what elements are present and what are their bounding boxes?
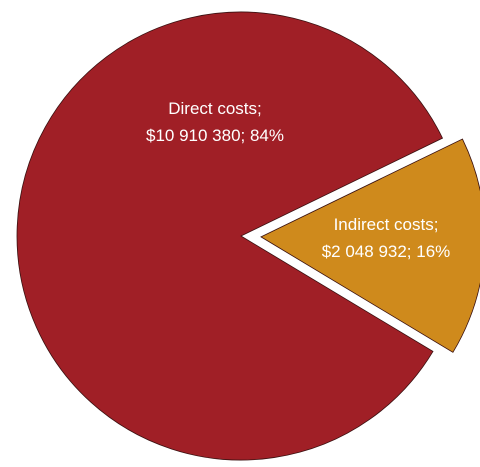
pie-slice-indirect-costs: [260, 138, 480, 353]
pie-slice-direct-costs: [16, 11, 444, 461]
data-label-indirect-costs-name: Indirect costs;: [334, 215, 439, 234]
data-label-indirect-costs-value: $2 048 932; 16%: [322, 242, 451, 261]
slices-layer: [16, 11, 480, 461]
data-label-direct-costs-name: Direct costs;: [168, 99, 262, 118]
data-label-direct-costs-value: $10 910 380; 84%: [146, 126, 284, 145]
labels-layer: Direct costs; $10 910 380; 84% Indirect co…: [146, 99, 450, 261]
